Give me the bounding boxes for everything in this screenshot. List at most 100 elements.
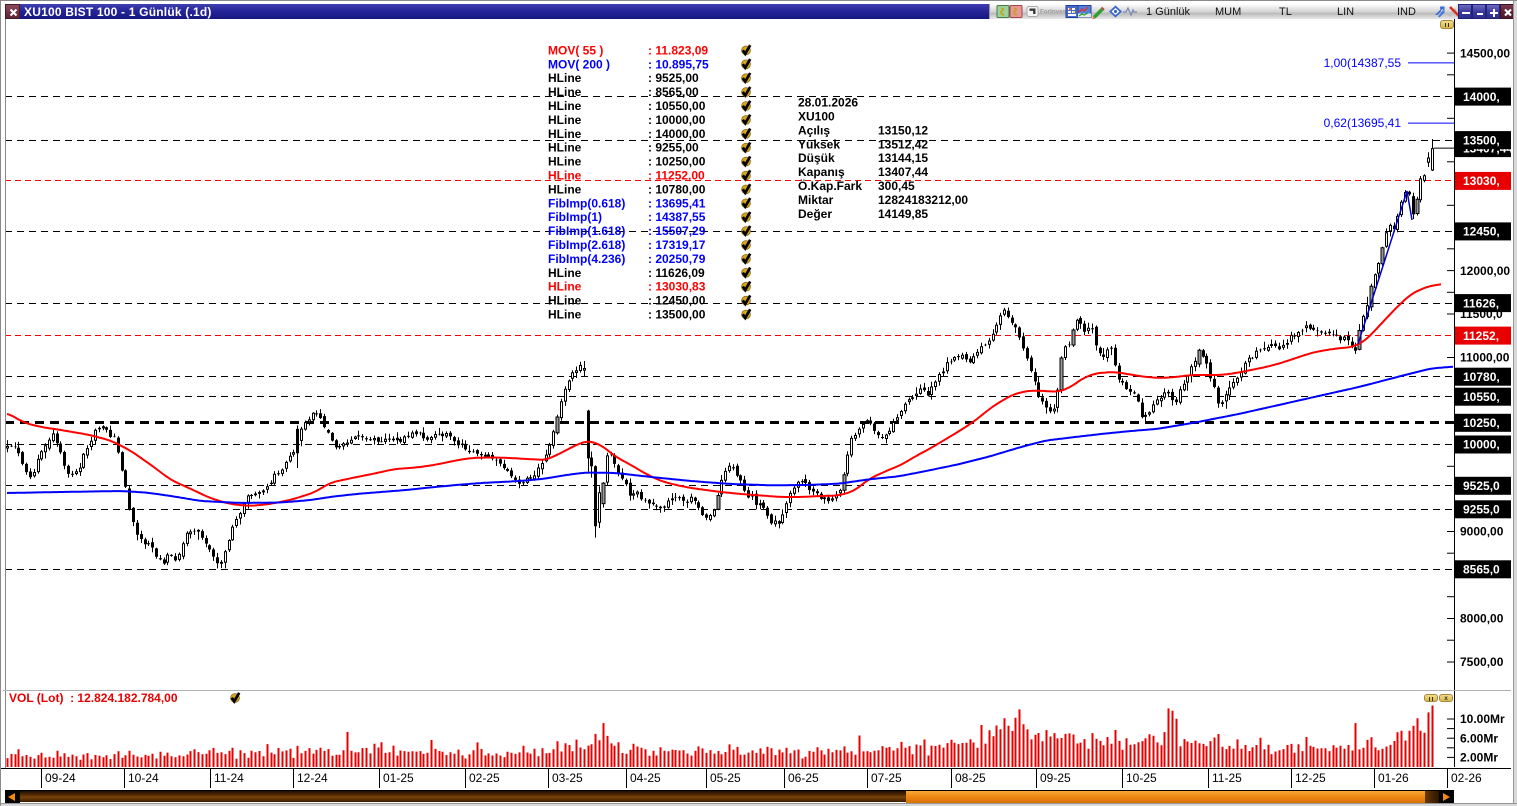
svg-text:13030,: 13030, [1463, 174, 1500, 188]
svg-text:10-24: 10-24 [128, 771, 159, 785]
svg-text:: 11626,09: : 11626,09 [648, 266, 705, 280]
svg-text:14000,: 14000, [1463, 90, 1500, 104]
svg-text:: 14387,55: : 14387,55 [648, 210, 706, 224]
svg-text:Kapanış: Kapanış [798, 165, 845, 179]
svg-text:05-25: 05-25 [710, 771, 741, 785]
svg-text:: 17319,17: : 17319,17 [648, 238, 706, 252]
svg-text:11252,: 11252, [1463, 329, 1499, 343]
svg-text:300,45: 300,45 [878, 179, 915, 193]
svg-text:10780,: 10780, [1463, 370, 1500, 384]
svg-text:12450,: 12450, [1463, 225, 1500, 239]
svg-text:08-25: 08-25 [955, 771, 986, 785]
svg-text:7500,00: 7500,00 [1460, 655, 1504, 669]
svg-text:1,00(14387,55: 1,00(14387,55 [1324, 56, 1402, 70]
svg-text:9255,0: 9255,0 [1463, 503, 1500, 517]
svg-text:12-25: 12-25 [1295, 771, 1326, 785]
svg-text:MOV( 200 ): MOV( 200 ) [548, 57, 610, 71]
svg-text:HLine: HLine [548, 308, 582, 322]
svg-text:: 10.895,75: : 10.895,75 [648, 57, 709, 71]
svg-text:HLine: HLine [548, 71, 582, 85]
svg-text:12-24: 12-24 [297, 771, 328, 785]
svg-text:: 13500,00: : 13500,00 [648, 308, 706, 322]
svg-text:ForInvest: ForInvest [1040, 9, 1069, 16]
svg-text:02-26: 02-26 [1451, 771, 1482, 785]
svg-text:: 10550,00: : 10550,00 [648, 99, 706, 113]
svg-text:HLine: HLine [548, 155, 582, 169]
svg-text:: 10780,00: : 10780,00 [648, 182, 706, 196]
svg-text:: 11252,00: : 11252,00 [648, 169, 705, 183]
svg-text:: 10250,00: : 10250,00 [648, 155, 706, 169]
svg-text:HLine: HLine [548, 99, 582, 113]
svg-text:HLine: HLine [548, 280, 582, 294]
svg-text:11-25: 11-25 [1212, 771, 1242, 785]
svg-text:Miktar: Miktar [798, 193, 834, 207]
svg-text:04-25: 04-25 [630, 771, 661, 785]
svg-text:: 9255,00: : 9255,00 [648, 141, 699, 155]
svg-text:HLine: HLine [548, 182, 582, 196]
svg-text:8000,00: 8000,00 [1460, 612, 1504, 626]
svg-text:01-25: 01-25 [383, 771, 414, 785]
svg-text:FibImp(1.618): FibImp(1.618) [548, 224, 625, 238]
svg-text:Ö.Kap.Fark: Ö.Kap.Fark [798, 178, 862, 193]
svg-text:FibImp(4.236): FibImp(4.236) [548, 252, 625, 266]
svg-text:11000,00: 11000,00 [1460, 351, 1510, 365]
svg-text:HLine: HLine [548, 294, 582, 308]
svg-text:0,62(13695,41: 0,62(13695,41 [1324, 116, 1402, 130]
svg-text:: 12450,00: : 12450,00 [648, 294, 706, 308]
svg-text:: 11.823,09: : 11.823,09 [648, 43, 708, 57]
svg-text:FibImp(1): FibImp(1) [548, 210, 602, 224]
svg-text:11-24: 11-24 [214, 771, 244, 785]
svg-text:12000,00: 12000,00 [1460, 264, 1510, 278]
svg-text:10250,: 10250, [1463, 416, 1500, 430]
svg-text:VOL (Lot) : 12.824.182.784,00: VOL (Lot) : 12.824.182.784,00 [9, 691, 178, 705]
svg-text:HLine: HLine [548, 85, 582, 99]
svg-text:06-25: 06-25 [788, 771, 819, 785]
svg-text:12824183212,00: 12824183212,00 [878, 193, 968, 207]
svg-text:FibImp(2.618): FibImp(2.618) [548, 238, 625, 252]
svg-text:FibImp(0.618): FibImp(0.618) [548, 196, 625, 210]
svg-text:: 20250,79: : 20250,79 [648, 252, 706, 266]
svg-text:HLine: HLine [548, 141, 582, 155]
svg-text:9525,0: 9525,0 [1463, 479, 1500, 493]
svg-text:6.00Mr: 6.00Mr [1460, 731, 1498, 745]
svg-text:13150,12: 13150,12 [878, 123, 928, 137]
svg-text:HLine: HLine [548, 127, 582, 141]
svg-text:13512,42: 13512,42 [878, 137, 928, 151]
svg-text:: 8565,00: : 8565,00 [648, 85, 699, 99]
svg-text:10.00Mr: 10.00Mr [1460, 712, 1505, 726]
svg-text:: 9525,00: : 9525,00 [648, 71, 699, 85]
svg-text:HLine: HLine [548, 113, 582, 127]
svg-text:14149,85: 14149,85 [878, 207, 928, 221]
svg-text:: 13030,83: : 13030,83 [648, 280, 706, 294]
svg-text:14500,00: 14500,00 [1460, 46, 1510, 60]
svg-text:09-25: 09-25 [1040, 771, 1071, 785]
svg-text:Düşük: Düşük [798, 151, 835, 165]
svg-text:8565,0: 8565,0 [1463, 563, 1500, 577]
svg-text:13407,44: 13407,44 [878, 165, 928, 179]
svg-text:9000,00: 9000,00 [1460, 525, 1504, 539]
svg-text:HLine: HLine [548, 169, 582, 183]
svg-text:13144,15: 13144,15 [878, 151, 928, 165]
svg-text:10550,: 10550, [1463, 390, 1500, 404]
svg-text:10000,: 10000, [1463, 438, 1500, 452]
svg-text:07-25: 07-25 [871, 771, 902, 785]
svg-text:Değer: Değer [798, 207, 832, 221]
svg-text:2.00Mr: 2.00Mr [1460, 751, 1498, 765]
svg-text:10-25: 10-25 [1126, 771, 1157, 785]
svg-text:01-26: 01-26 [1378, 771, 1409, 785]
svg-text:: 14000,00: : 14000,00 [648, 127, 706, 141]
svg-text:HLine: HLine [548, 266, 582, 280]
svg-text:03-25: 03-25 [552, 771, 583, 785]
svg-text:MOV( 55 ): MOV( 55 ) [548, 43, 603, 57]
svg-text:11626,: 11626, [1463, 296, 1499, 310]
svg-text:: 15507,29: : 15507,29 [648, 224, 706, 238]
svg-text:02-25: 02-25 [469, 771, 500, 785]
svg-text:Açılış: Açılış [798, 123, 830, 137]
svg-text:: 13695,41: : 13695,41 [648, 196, 706, 210]
svg-text:Yüksek: Yüksek [798, 137, 840, 151]
svg-text:XU100: XU100 [798, 110, 835, 124]
svg-text:09-24: 09-24 [45, 771, 76, 785]
svg-text:28.01.2026: 28.01.2026 [798, 96, 858, 110]
svg-text:: 10000,00: : 10000,00 [648, 113, 706, 127]
svg-text:13500,: 13500, [1463, 133, 1500, 147]
